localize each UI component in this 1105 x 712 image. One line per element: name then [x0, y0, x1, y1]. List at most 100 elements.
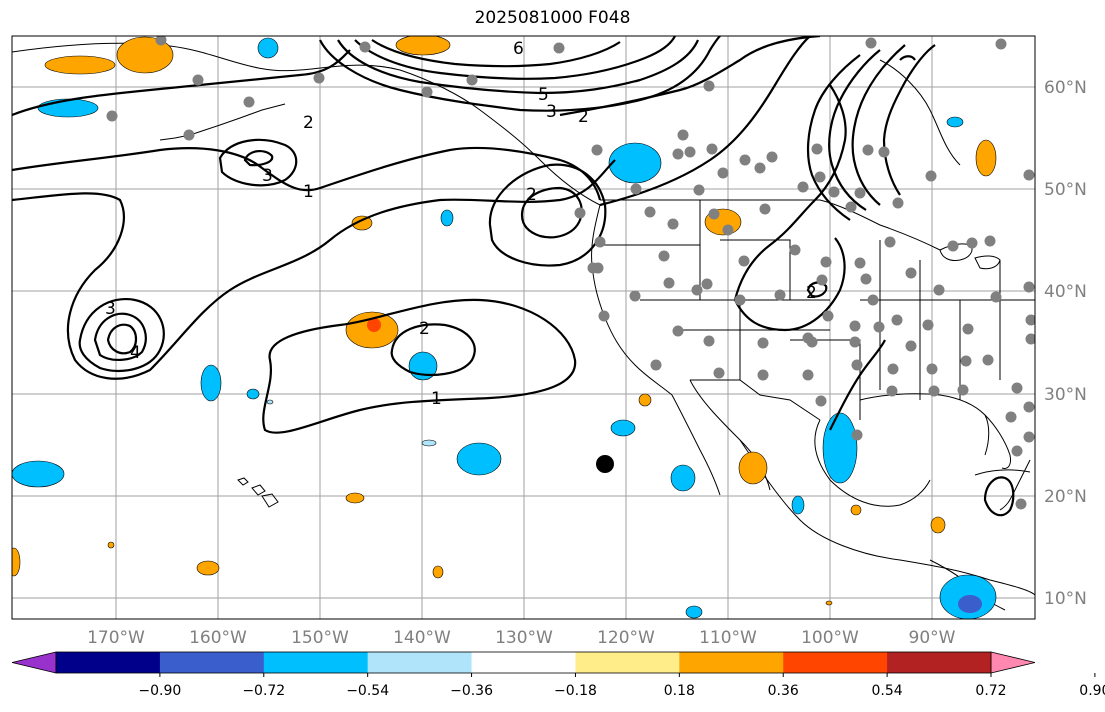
station-dot: [553, 42, 565, 54]
station-dot: [766, 151, 778, 163]
latitude-label: 60°N: [1044, 78, 1087, 98]
station-dot: [155, 36, 167, 46]
station-dot: [928, 385, 940, 397]
station-dot: [905, 340, 917, 352]
colorbar-segment: [887, 652, 992, 673]
station-dot: [982, 354, 994, 366]
colorbar: −0.90 −0.72 −0.54 −0.36 −0.18 0.18 0.36 0.54 0.7…: [11, 651, 1105, 699]
map-frame: [11, 35, 1036, 620]
station-dot: [797, 181, 809, 193]
colorbar-segment: [11, 651, 57, 674]
station-dot: [886, 385, 898, 397]
colorbar-segment: [783, 652, 888, 673]
station-dot: [359, 41, 371, 53]
station-dot: [594, 236, 606, 248]
station-dot: [598, 310, 610, 322]
colorbar-tick-label: −0.54: [346, 683, 389, 699]
contour-label: 2: [526, 185, 537, 205]
station-dot: [851, 429, 863, 441]
station-dot: [851, 359, 863, 371]
station-dot: [828, 186, 840, 198]
longitude-label: 120°W: [597, 628, 655, 648]
longitude-label: 140°W: [393, 628, 451, 648]
station-dot: [703, 80, 715, 92]
colorbar-segment: [990, 651, 1036, 674]
station-dot: [774, 289, 786, 301]
contour-lines: [12, 36, 1015, 517]
latitude-label: 50°N: [1044, 180, 1087, 200]
station-dot: [892, 197, 904, 209]
colorbar-tick-label: 0.72: [975, 683, 1006, 699]
station-dot: [757, 369, 769, 381]
station-dot: [650, 359, 662, 371]
latitude-label: 10°N: [1044, 589, 1087, 609]
station-dot: [815, 395, 827, 407]
station-dot: [926, 363, 938, 375]
colorbar-tick-label: −0.72: [242, 683, 285, 699]
station-dot: [1023, 281, 1035, 293]
station-dot: [814, 171, 826, 183]
station-dot: [962, 323, 974, 335]
station-dot: [884, 236, 896, 248]
contour-label: 1: [303, 182, 314, 202]
station-dot: [1011, 445, 1023, 457]
station-dot: [713, 367, 725, 379]
station-dot: [684, 146, 696, 158]
contour-label: 1: [431, 389, 442, 409]
station-dot: [1011, 382, 1023, 394]
station-dot: [960, 355, 972, 367]
station-dot: [816, 274, 828, 286]
station-dot: [990, 291, 1002, 303]
colorbar-frame: [55, 651, 992, 674]
station-dot: [1005, 411, 1017, 423]
station-dot: [789, 244, 801, 256]
station-dot: [867, 294, 879, 306]
station-dot: [820, 256, 832, 268]
station-dot: [701, 278, 713, 290]
station-dot: [811, 143, 823, 155]
station-dot: [717, 167, 729, 179]
station-dot: [574, 207, 586, 219]
station-dot: [703, 335, 715, 347]
station-dot: [891, 314, 903, 326]
station-dot: [667, 218, 679, 230]
latitude-label: 30°N: [1044, 385, 1087, 405]
contour-label: 6: [513, 39, 524, 59]
longitude-label: 160°W: [189, 628, 247, 648]
coastlines: [12, 42, 1035, 611]
station-dot: [708, 208, 720, 220]
station-dot: [192, 74, 204, 86]
colorbar-tick-label: 0.90: [1079, 683, 1105, 699]
station-dot: [1015, 498, 1027, 510]
station-dot: [966, 237, 978, 249]
contour-label: 3: [262, 166, 273, 186]
station-dot: [738, 255, 750, 267]
station-dot: [754, 162, 766, 174]
station-dot: [722, 224, 734, 236]
station-markers: [106, 36, 1035, 510]
station-dot: [947, 240, 959, 252]
station-dot: [644, 206, 656, 218]
longitude-label: 130°W: [495, 628, 553, 648]
longitude-label: 100°W: [801, 628, 859, 648]
station-dot: [1023, 169, 1035, 181]
colorbar-tick-label: −0.36: [450, 683, 493, 699]
colorbar-segment: [575, 652, 680, 673]
map-title: 2025081000 F048: [474, 8, 631, 28]
colorbar-segment: [679, 652, 784, 673]
latitude-label: 40°N: [1044, 282, 1087, 302]
colorbar-segment: [367, 652, 473, 673]
station-dot: [706, 143, 718, 155]
station-dot: [849, 320, 861, 332]
station-dot: [757, 337, 769, 349]
contour-label: 4: [130, 343, 141, 363]
station-dot: [672, 148, 684, 160]
station-dot: [905, 267, 917, 279]
contour-label: 2: [806, 283, 817, 303]
anomaly-shading: [12, 36, 997, 619]
station-dot: [1025, 333, 1035, 345]
station-dot: [802, 369, 814, 381]
station-dot: [845, 201, 857, 213]
station-dot: [822, 310, 834, 322]
station-dot: [658, 250, 670, 262]
